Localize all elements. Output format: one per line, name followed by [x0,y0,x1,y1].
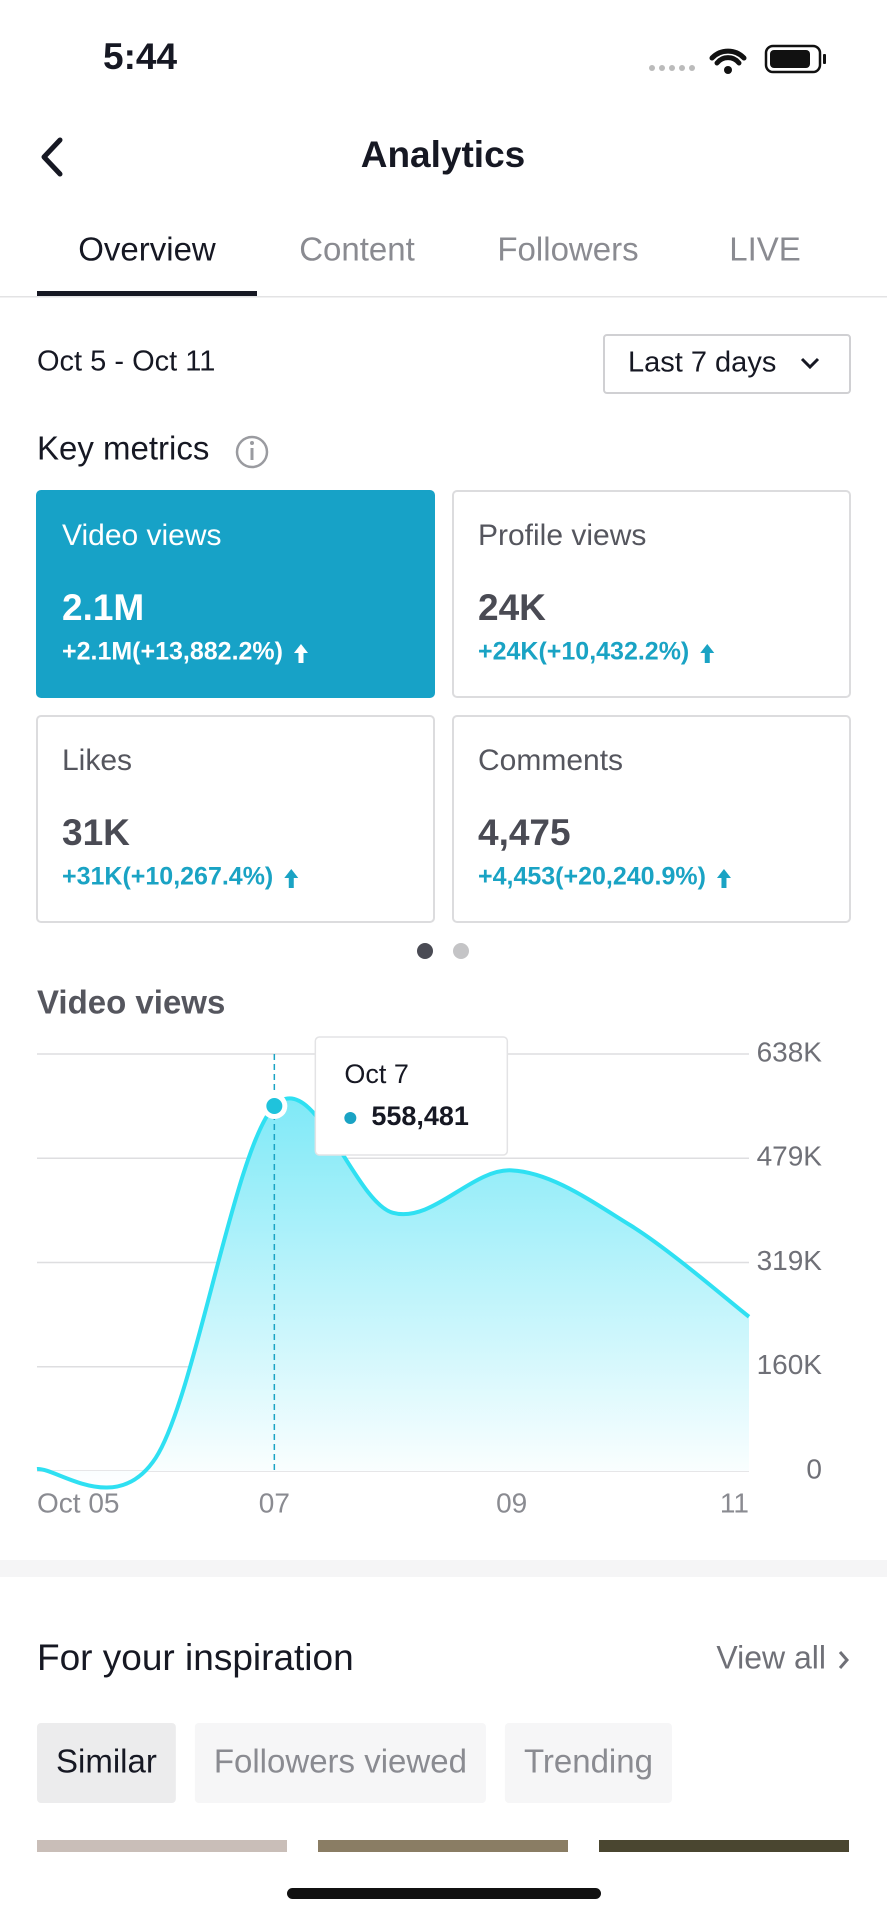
metric-change: +2.1M(+13,882.2%) [62,638,283,666]
pager-dot-active [417,943,433,959]
y-tick-label: 479K [757,1141,823,1172]
tooltip-title: Oct 7 [344,1059,409,1089]
divider [0,296,887,298]
trend-arrow [284,869,299,888]
date-range: Oct 5 - Oct 11 [37,346,215,378]
chip-label[interactable]: Followers viewed [214,1743,467,1780]
filter-chip[interactable] [504,1723,672,1803]
filter-chip[interactable] [37,1723,176,1803]
y-tick-label: 0 [806,1453,822,1484]
trend-arrow [700,644,715,663]
metric-value: 4,475 [478,812,571,853]
chip-label[interactable]: Similar [56,1743,157,1780]
thumbnail[interactable] [37,1840,287,1852]
metric-card[interactable] [36,490,435,698]
chip-label[interactable]: Trending [524,1743,653,1780]
data-point-inner [266,1097,283,1114]
section-title: For your inspiration [37,1637,354,1678]
thumbnail[interactable] [599,1840,849,1852]
tooltip-dot [344,1112,357,1124]
y-tick-label: 638K [757,1036,823,1067]
tooltip-value: 558,481 [371,1101,469,1131]
tab[interactable]: Followers [497,231,638,268]
metric-change: +31K(+10,267.4%) [62,863,273,891]
y-tick-label: 319K [757,1245,823,1276]
metric-card[interactable] [452,490,851,698]
status-time: 5:44 [103,36,177,77]
pager-dot [453,943,469,959]
metric-value: 24K [478,587,546,628]
view-all-chevron [838,1651,849,1669]
metric-card[interactable] [452,715,851,923]
metric-value: 2.1M [62,587,144,628]
filter-chip[interactable] [194,1723,486,1803]
x-tick-label: Oct 05 [37,1487,119,1518]
metric-card[interactable] [36,715,435,923]
thumbnail[interactable] [318,1840,568,1852]
metric-change: +4,453(+20,240.9%) [478,863,706,891]
metric-change: +24K(+10,432.2%) [478,638,689,666]
tooltip [314,1036,509,1156]
home-indicator [287,1888,601,1899]
metric-label: Comments [478,744,623,777]
trend-arrow [716,869,731,888]
metric-label: Video views [62,519,222,552]
trend-arrow [293,644,308,663]
page-title: Analytics [361,134,526,175]
area-line [36,1096,751,1490]
tab[interactable]: LIVE [729,231,801,268]
metric-label: Likes [62,744,132,777]
section-separator [0,1560,887,1577]
view-all[interactable]: View all [716,1639,826,1675]
x-tick-label: 09 [496,1487,527,1518]
info-icon[interactable] [235,435,269,469]
section-title: Key metrics [37,430,209,467]
area-fill [37,1098,749,1488]
x-tick-label: 11 [720,1487,749,1518]
period-filter[interactable]: Last 7 days [628,347,776,379]
period-dropdown[interactable] [603,334,851,394]
x-tick-label: 07 [259,1487,290,1518]
dropdown-chevron [800,357,820,370]
tab-indicator [37,291,257,296]
y-tick-label: 160K [757,1349,823,1380]
back-button[interactable] [41,137,63,177]
status-icons [649,44,826,74]
bottom-area [0,1852,887,1920]
metric-label: Profile views [478,519,646,552]
metric-value: 31K [62,812,130,853]
chart-title: Video views [37,984,225,1021]
tab-active[interactable]: Overview [78,231,216,268]
tab[interactable]: Content [299,231,415,268]
